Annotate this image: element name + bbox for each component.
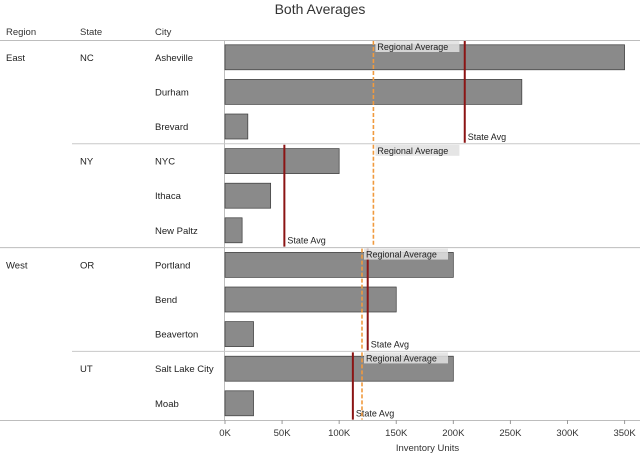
- row-header: State: [80, 27, 102, 38]
- city-label: NYC: [155, 157, 175, 168]
- bar-beaverton: [224, 321, 254, 347]
- regional-average-label: Regional Average: [377, 146, 448, 156]
- city-label: Bend: [155, 295, 177, 306]
- city-label: Moab: [155, 399, 179, 410]
- regional-average-label: Regional Average: [366, 353, 437, 363]
- row-header: Region: [6, 27, 36, 38]
- x-tick-label: 100K: [328, 428, 351, 439]
- region-label: East: [6, 53, 25, 64]
- city-label: New Paltz: [155, 226, 198, 237]
- city-label: Portland: [155, 260, 190, 271]
- bar-nyc: [224, 148, 340, 174]
- state-average-label: State Avg: [356, 409, 394, 419]
- state-label: OR: [80, 260, 94, 271]
- regional-average-label-bg: [364, 248, 448, 260]
- bar-brevard: [224, 113, 249, 140]
- x-tick-label: 0K: [219, 428, 231, 439]
- region-label: West: [6, 260, 28, 271]
- state-label: NY: [80, 157, 94, 168]
- x-tick-label: 150K: [385, 428, 408, 439]
- regional-average-label-bg: [375, 41, 460, 52]
- bar-bend: [224, 286, 397, 313]
- state-label: NC: [80, 53, 94, 64]
- regional-average-label-bg: [375, 144, 460, 156]
- state-label: UT: [80, 364, 93, 375]
- x-tick-label: 200K: [442, 428, 465, 439]
- x-tick-label: 350K: [613, 428, 636, 439]
- city-label: Brevard: [155, 122, 188, 133]
- state-average-label: State Avg: [468, 132, 506, 142]
- city-label: Asheville: [155, 53, 193, 64]
- bar-ithaca: [224, 182, 272, 209]
- chart-title: Both Averages: [275, 1, 366, 17]
- state-average-label: State Avg: [287, 236, 325, 246]
- regional-average-label: Regional Average: [377, 42, 448, 52]
- city-label: Beaverton: [155, 330, 198, 341]
- city-label: Durham: [155, 87, 189, 98]
- x-tick-label: 250K: [499, 428, 522, 439]
- city-label: Ithaca: [155, 191, 182, 202]
- regional-average-label: Regional Average: [366, 250, 437, 260]
- x-tick-label: 300K: [556, 428, 579, 439]
- x-tick-label: 50K: [274, 428, 292, 439]
- bar-moab: [224, 390, 254, 417]
- regional-average-label-bg: [364, 352, 448, 364]
- x-axis-title: Inventory Units: [396, 443, 460, 454]
- state-average-label: State Avg: [371, 339, 409, 349]
- row-header: City: [155, 27, 172, 38]
- city-label: Salt Lake City: [155, 364, 214, 375]
- bar-new-paltz: [224, 217, 243, 244]
